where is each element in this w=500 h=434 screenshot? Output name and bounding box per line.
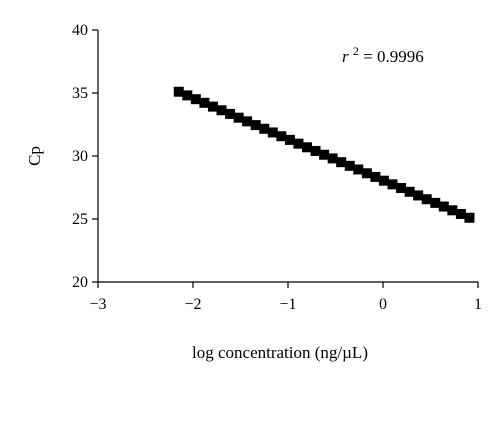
data-point	[438, 201, 449, 212]
data-point	[182, 90, 193, 101]
data-point	[207, 101, 218, 112]
x-axis-title: log concentration (ng/µL)	[192, 343, 368, 362]
y-tick-label: 25	[72, 211, 88, 228]
y-tick-label: 40	[72, 22, 88, 39]
data-point	[302, 142, 312, 153]
data-point	[216, 105, 227, 116]
x-tick-label: 1	[474, 296, 482, 313]
x-ticks: −3 −2 −1 0 1	[89, 282, 482, 313]
data-point	[190, 94, 201, 105]
data-point	[250, 120, 261, 131]
x-tick-label: −3	[89, 296, 106, 313]
data-points	[173, 86, 475, 223]
y-axis-title: Cp	[25, 146, 44, 166]
data-point	[276, 131, 287, 142]
data-point	[421, 194, 432, 205]
x-tick-label: −1	[279, 296, 296, 313]
y-tick-label: 20	[72, 274, 88, 291]
data-point	[370, 171, 381, 182]
y-tick-label: 30	[72, 148, 88, 165]
data-point	[225, 108, 236, 119]
axes	[97, 30, 478, 283]
data-point	[387, 179, 398, 190]
data-point	[336, 157, 347, 168]
r-symbol: r	[342, 47, 349, 66]
r-squared-annotation: r 2 = 0.9996	[342, 40, 424, 66]
data-point	[447, 205, 458, 216]
r-exponent: 2	[353, 44, 359, 58]
data-point	[327, 153, 338, 164]
data-point	[430, 197, 441, 208]
r-value: = 0.9996	[363, 47, 424, 66]
data-point	[413, 190, 424, 201]
x-tick-label: −2	[184, 296, 201, 313]
data-point	[344, 160, 355, 171]
data-point	[233, 112, 244, 123]
data-point	[353, 164, 364, 175]
data-point	[378, 175, 389, 186]
data-point	[199, 97, 210, 108]
x-tick-label: 0	[379, 296, 387, 313]
data-point	[464, 212, 475, 223]
data-point	[319, 149, 330, 160]
data-point	[259, 123, 270, 134]
data-point	[455, 208, 466, 219]
data-point	[293, 138, 304, 149]
y-tick-label: 35	[72, 85, 88, 102]
y-ticks: 20 25 30 35 40	[72, 22, 98, 291]
data-point	[404, 186, 415, 197]
data-point	[396, 183, 407, 194]
data-point	[310, 145, 321, 156]
data-point	[284, 134, 295, 145]
data-point	[361, 168, 372, 179]
data-point	[267, 127, 278, 138]
data-point	[173, 86, 184, 97]
data-point	[242, 116, 253, 127]
